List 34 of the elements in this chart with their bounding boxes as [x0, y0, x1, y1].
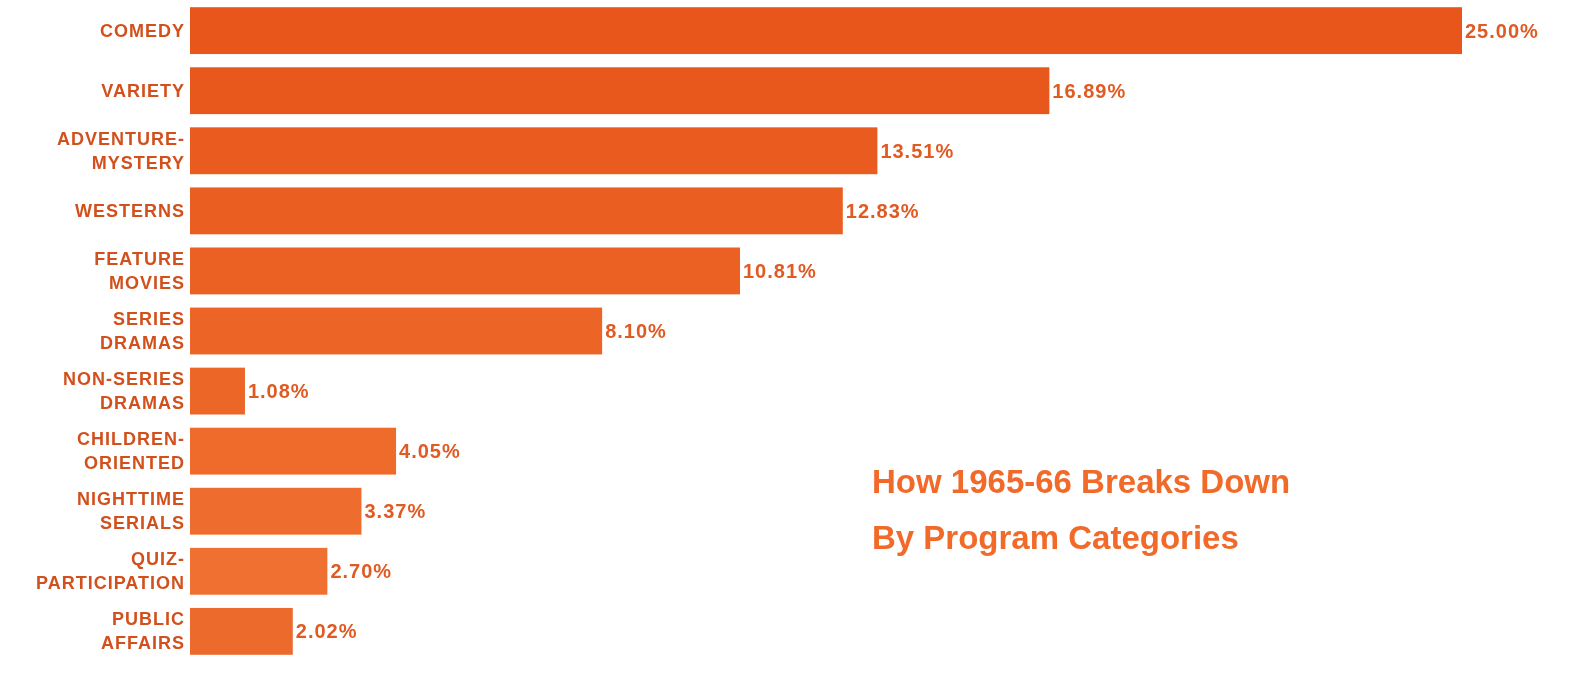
- bar: [190, 607, 293, 655]
- bar: [190, 67, 1050, 115]
- data-label: 8.10%: [605, 320, 667, 342]
- data-label: 12.83%: [845, 199, 920, 222]
- text: How 1965-66 Breaks Down By Program Categories: [872, 463, 1291, 556]
- bar: [190, 7, 1462, 55]
- y-tick-label: PUBLIC AFFAIRS: [100, 609, 185, 654]
- y-tick-label: CHILDREN-ORIENTED: [77, 429, 185, 474]
- data-label: 3.37%: [364, 500, 427, 523]
- bar: [190, 247, 741, 295]
- bar: [190, 487, 362, 535]
- y-tick-label: WESTERNS: [74, 200, 185, 221]
- data-label: 4.05%: [399, 440, 461, 463]
- data-label: 25.00%: [1465, 19, 1539, 42]
- y-tick-label: QUIZ-PARTICIPATION: [36, 549, 185, 594]
- y-tick-label: FEATURE MOVIES: [94, 248, 185, 293]
- bar: [190, 427, 397, 475]
- y-tick-label: COMEDY: [99, 20, 185, 41]
- y-tick-label: NON-SERIES DRAMAS: [62, 369, 185, 414]
- data-label: 10.81%: [743, 259, 817, 282]
- y-tick-label: SERIES DRAMAS: [100, 309, 185, 353]
- y-tick-label: ADVENTURE-MYSTERY: [56, 128, 185, 173]
- bar: [190, 367, 245, 415]
- data-label: 13.51%: [880, 139, 955, 162]
- data-label: 1.08%: [247, 380, 310, 403]
- bar: [190, 547, 328, 595]
- y-tick-label: NIGHTTIME SERIALS: [77, 489, 185, 534]
- bar: [190, 307, 603, 355]
- data-label: 2.02%: [295, 620, 358, 643]
- data-label: 2.70%: [330, 560, 393, 583]
- data-label: 16.89%: [1052, 79, 1127, 102]
- y-tick-label: VARIETY: [101, 80, 185, 101]
- bar: [190, 127, 878, 175]
- bar: [190, 187, 843, 235]
